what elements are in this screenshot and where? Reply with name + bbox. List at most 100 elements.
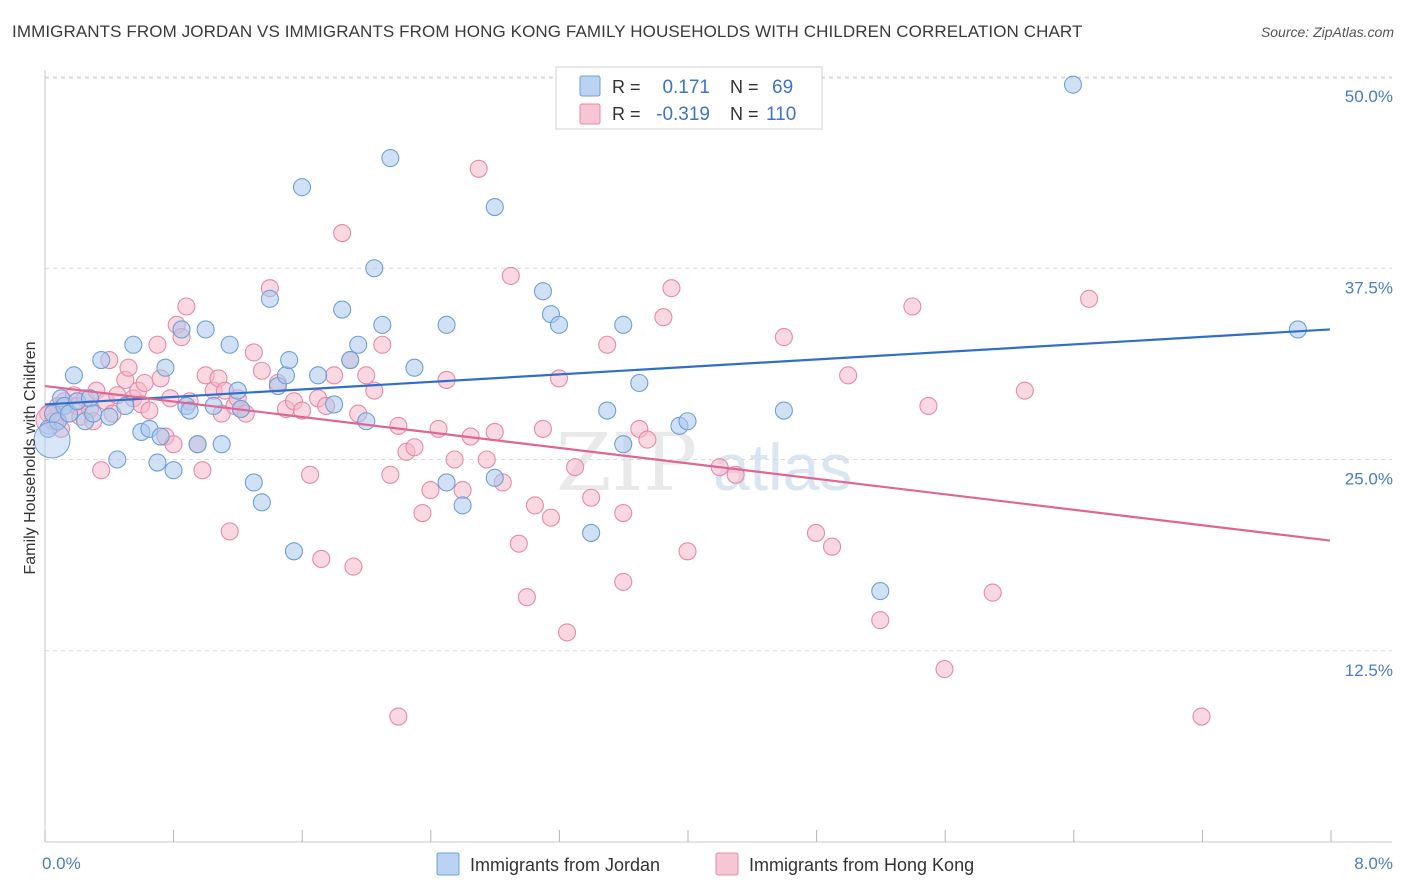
point-jordan <box>381 149 400 168</box>
series-legend-swatch-jordan <box>436 852 460 876</box>
point-hongkong <box>1080 289 1099 308</box>
point-hongkong <box>525 496 544 515</box>
point-hongkong <box>445 450 464 469</box>
chart-title: IMMIGRANTS FROM JORDAN VS IMMIGRANTS FRO… <box>12 22 1083 41</box>
point-hongkong <box>654 308 673 327</box>
legend-r-label-jordan: R = <box>612 77 641 97</box>
point-jordan <box>630 373 649 393</box>
point-hongkong <box>177 297 196 316</box>
point-jordan <box>485 198 504 217</box>
point-hongkong <box>485 422 504 442</box>
point-hongkong <box>357 366 376 385</box>
point-hongkong <box>119 358 138 377</box>
legend-swatch-hongkong <box>579 103 601 125</box>
point-hongkong <box>135 373 154 393</box>
source-label: Source: ZipAtlas.com <box>1260 24 1394 40</box>
point-jordan <box>228 381 247 400</box>
point-jordan <box>252 493 271 512</box>
point-jordan <box>582 523 601 542</box>
point-hongkong <box>193 461 212 480</box>
point-hongkong <box>244 343 263 362</box>
point-jordan <box>100 407 119 426</box>
point-hongkong <box>140 401 159 420</box>
point-jordan <box>124 335 143 354</box>
point-hongkong <box>614 503 633 523</box>
trendline-jordan <box>44 328 1331 406</box>
point-jordan <box>357 412 376 431</box>
point-hongkong <box>598 335 617 354</box>
trendline-hongkong <box>44 384 1331 542</box>
x-tick-label-max: 8.0% <box>1354 854 1393 873</box>
point-jordan <box>284 542 304 561</box>
y-tick-label: 50.0% <box>1345 87 1393 106</box>
point-hongkong <box>292 401 312 420</box>
point-jordan <box>164 461 183 480</box>
point-hongkong <box>614 572 633 591</box>
point-hongkong <box>389 707 408 726</box>
point-jordan <box>260 289 279 308</box>
point-hongkong <box>823 537 842 556</box>
point-hongkong <box>871 611 890 630</box>
legend-n-value-jordan: 69 <box>772 77 793 98</box>
point-hongkong <box>582 488 601 507</box>
series-legend-label-jordan: Immigrants from Jordan <box>470 855 660 875</box>
point-jordan <box>64 366 83 385</box>
point-hongkong <box>312 549 331 569</box>
point-jordan <box>1288 320 1307 339</box>
point-jordan <box>453 496 472 515</box>
legend-n-label-hongkong: N = <box>730 104 759 124</box>
point-hongkong <box>935 660 954 679</box>
point-hongkong <box>405 438 424 457</box>
x-axis-ticks <box>44 830 1332 842</box>
point-hongkong <box>774 328 793 347</box>
x-tick-label-min: 0.0% <box>42 854 81 873</box>
point-hongkong <box>333 224 352 243</box>
y-tick-label: 37.5% <box>1345 278 1393 297</box>
point-jordan <box>437 315 456 334</box>
point-hongkong <box>453 481 472 500</box>
series-jordan-points <box>33 75 1307 601</box>
point-hongkong <box>469 159 488 178</box>
correlation-legend: R = 0.171 N = 69 R = -0.319 N = 110 <box>555 66 823 130</box>
point-hongkong <box>806 523 826 542</box>
point-jordan <box>292 178 312 197</box>
y-axis-tick-labels: 12.5% 25.0% 37.5% 50.0% <box>1345 87 1393 680</box>
point-jordan <box>333 300 352 319</box>
axes <box>44 70 1392 843</box>
point-jordan <box>280 350 299 370</box>
point-hongkong <box>421 481 440 500</box>
point-jordan <box>156 358 175 377</box>
point-hongkong <box>148 335 167 354</box>
point-hongkong <box>344 557 363 576</box>
point-hongkong <box>252 361 271 380</box>
point-hongkong <box>903 297 922 316</box>
point-jordan <box>614 435 633 454</box>
point-hongkong <box>300 465 320 484</box>
point-hongkong <box>517 588 536 607</box>
point-jordan <box>365 259 384 278</box>
series-legend-swatch-hongkong <box>715 852 739 876</box>
point-jordan <box>172 320 191 339</box>
point-hongkong <box>1192 707 1211 726</box>
y-tick-label: 12.5% <box>1345 661 1393 680</box>
legend-r-label-hongkong: R = <box>612 104 641 124</box>
point-hongkong <box>373 335 392 354</box>
series-legend: Immigrants from Jordan Immigrants from H… <box>436 852 974 876</box>
point-jordan <box>405 358 424 377</box>
point-jordan <box>325 395 344 414</box>
point-hongkong <box>533 419 552 438</box>
point-hongkong <box>92 461 111 480</box>
point-jordan <box>180 401 199 420</box>
point-hongkong <box>983 583 1002 602</box>
point-jordan <box>196 320 215 339</box>
point-hongkong <box>413 503 432 523</box>
point-jordan-cluster <box>33 421 71 459</box>
point-jordan <box>533 282 552 301</box>
point-hongkong <box>541 508 561 527</box>
point-jordan <box>549 315 569 334</box>
point-jordan <box>774 401 793 420</box>
point-hongkong <box>1015 381 1034 400</box>
point-hongkong <box>220 522 239 541</box>
point-hongkong <box>501 266 520 285</box>
point-jordan <box>437 473 456 492</box>
